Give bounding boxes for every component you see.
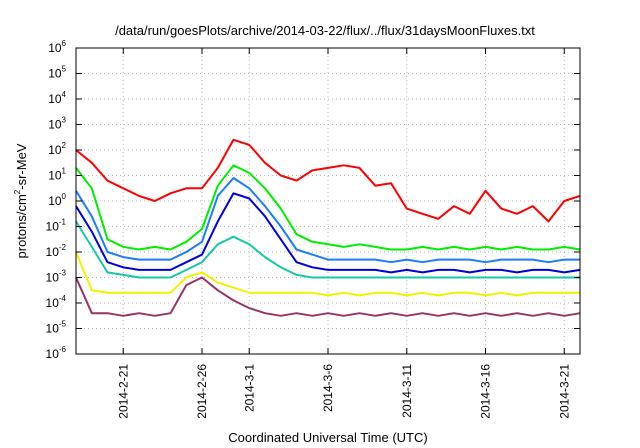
x-tick-label: 2014-3-1 (242, 364, 256, 412)
y-tick-label-base: 10 (48, 41, 62, 55)
x-tick-label: 2014-3-6 (321, 364, 335, 412)
y-tick-label-base: 10 (46, 347, 60, 361)
x-tick-label: 2014-2-21 (116, 364, 130, 419)
y-tick-label-base: 10 (48, 67, 62, 81)
y-tick-label: 101 (48, 167, 66, 183)
y-tick-label: 102 (48, 141, 66, 157)
y-tick-label: 105 (48, 65, 66, 81)
y-tick-label-base: 10 (46, 296, 60, 310)
y-tick-label-exponent: -5 (59, 320, 67, 329)
x-tick-label: 2014-2-26 (195, 364, 209, 419)
series-line-2 (75, 164, 581, 251)
x-tick-label: 2014-3-16 (479, 364, 493, 419)
y-tick-label-exponent: -1 (59, 218, 67, 227)
x-axis-label: Coordinated Universal Time (UTC) (228, 430, 427, 445)
series-layer (75, 138, 581, 317)
y-tick-label-base: 10 (48, 118, 62, 132)
y-tick-label-exponent: -6 (59, 345, 67, 354)
y-tick-label-base: 10 (48, 194, 62, 208)
y-tick-label: 103 (48, 116, 66, 132)
y-tick-label: 10-4 (46, 294, 67, 310)
y-tick-label-exponent: 2 (62, 141, 67, 150)
y-tick-label-base: 10 (46, 220, 60, 234)
series-line-1 (75, 138, 581, 223)
y-tick-label-exponent: 6 (62, 39, 67, 48)
y-tick-label: 10-3 (46, 269, 67, 285)
tick-marks (76, 47, 580, 355)
y-tick-label-base: 10 (48, 143, 62, 157)
y-tick-label-exponent: 0 (62, 192, 67, 201)
series-line-6 (75, 251, 580, 297)
series-line-5 (75, 220, 580, 279)
series-line-7 (75, 276, 581, 317)
y-tick-label: 10-1 (46, 218, 67, 234)
y-tick-labels: 10-610-510-410-310-210-11001011021031041… (46, 39, 67, 361)
y-tick-label-base: 10 (48, 169, 62, 183)
y-axis-label-prefix: protons/cm (14, 194, 29, 258)
x-tick-labels: 2014-2-21 2014-2-26 2014-3-1 2014-3-6 2014-3… (116, 364, 571, 419)
chart-title: /data/run/goesPlots/archive/2014-03-22/f… (115, 23, 535, 38)
y-axis-label-superscript: 2 (13, 189, 22, 194)
y-tick-label-base: 10 (46, 245, 60, 259)
y-tick-label: 10-5 (46, 320, 67, 336)
series-line-4 (75, 192, 581, 274)
y-tick-label-exponent: -2 (59, 243, 67, 252)
y-tick-label-base: 10 (48, 92, 62, 106)
x-tick-label: 2014-3-21 (557, 364, 571, 419)
y-tick-label: 10-2 (46, 243, 67, 259)
y-tick-label-base: 10 (46, 322, 60, 336)
x-tick-label: 2014-3-11 (400, 364, 414, 418)
series-line-3 (75, 177, 580, 264)
y-tick-label: 106 (48, 39, 66, 55)
y-tick-label-exponent: 4 (62, 90, 67, 99)
y-tick-label-exponent: -4 (59, 294, 67, 303)
y-tick-label-exponent: 1 (62, 167, 67, 176)
y-tick-label-base: 10 (46, 271, 60, 285)
y-tick-label-exponent: -3 (59, 269, 67, 278)
y-tick-label: 10-6 (46, 345, 67, 361)
y-axis-label: protons/cm2-sr-MeV (13, 143, 29, 258)
y-tick-label: 100 (48, 192, 66, 208)
y-tick-label-exponent: 3 (62, 116, 67, 125)
y-tick-label-exponent: 5 (62, 65, 67, 74)
y-axis-label-suffix: -sr-MeV (14, 143, 29, 190)
y-tick-label: 104 (48, 90, 66, 106)
